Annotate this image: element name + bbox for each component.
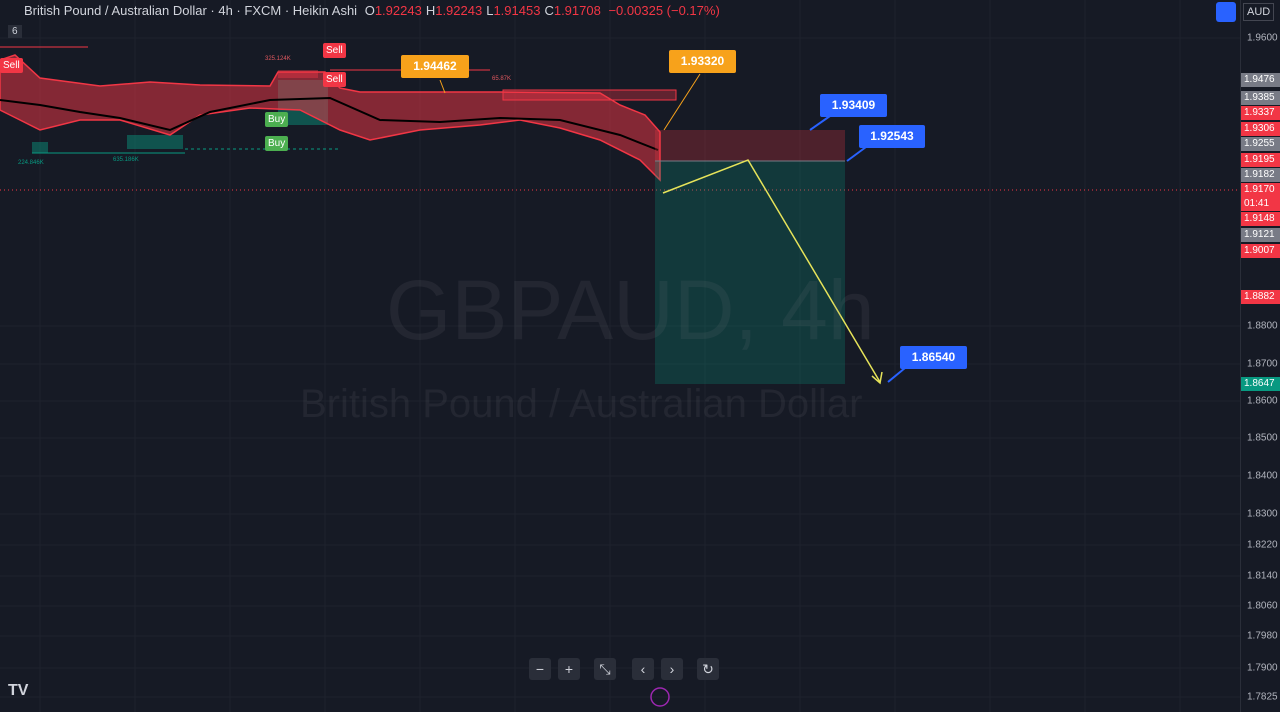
- price-label: 1.8500: [1247, 432, 1278, 444]
- price-badge: 1.9182: [1241, 168, 1280, 182]
- price-label: 1.8700: [1247, 358, 1278, 370]
- flash-icon[interactable]: [650, 687, 670, 707]
- price-label: 1.8220: [1247, 539, 1278, 551]
- reset-view[interactable]: ↻: [697, 658, 719, 680]
- price-badge: 1.9255: [1241, 137, 1280, 151]
- price-badge: 1.9195: [1241, 153, 1280, 167]
- volume-label: 224.846K: [18, 160, 44, 166]
- price-badge: 1.8647: [1241, 377, 1280, 391]
- price-badge: 1.9007: [1241, 244, 1280, 258]
- symbol[interactable]: British Pound / Australian Dollar · 4h ·…: [24, 3, 358, 18]
- price-badge: 1.9476: [1241, 73, 1280, 87]
- zone: [127, 135, 183, 149]
- ohlc-value: 1.92243: [374, 3, 422, 18]
- target-zone: [655, 161, 845, 384]
- ohlc-key: H: [425, 3, 436, 18]
- arrow-head: [871, 371, 883, 385]
- ohlc-value: 1.91453: [493, 3, 541, 18]
- price-badge: 1.9121: [1241, 228, 1280, 242]
- signal-label: Sell: [323, 72, 346, 87]
- price-label: 1.8400: [1247, 470, 1278, 482]
- trend-cloud: [0, 54, 661, 182]
- signal-label: Sell: [323, 43, 346, 58]
- auto-button[interactable]: [1216, 2, 1236, 22]
- price-callout: 1.92543: [859, 125, 925, 148]
- watermark-ticker: GBPAUD, 4h: [386, 263, 875, 357]
- price-badge: 1.9148: [1241, 212, 1280, 226]
- price-callout: 1.86540: [900, 346, 967, 369]
- price-badge: 1.9385: [1241, 91, 1280, 105]
- price-badge: 1.8882: [1241, 290, 1280, 304]
- stop-zone: [655, 130, 845, 161]
- price-label: 1.8140: [1247, 570, 1278, 582]
- signal-label: Buy: [265, 136, 289, 151]
- price-label: 1.8600: [1247, 395, 1278, 407]
- callout-leader: [846, 146, 867, 162]
- ohlc-value: 1.92243: [435, 3, 483, 18]
- zoom-out[interactable]: −: [529, 658, 551, 680]
- callout-leader: [439, 79, 446, 94]
- zone: [32, 142, 48, 153]
- price-badge: 01:41: [1241, 197, 1280, 211]
- price-label: 1.7825: [1247, 691, 1278, 703]
- price-label: 1.7900: [1247, 662, 1278, 674]
- watermark-name: British Pound / Australian Dollar: [300, 382, 863, 426]
- ohlc-key: C: [544, 3, 554, 18]
- price-badge: 1.9337: [1241, 106, 1280, 120]
- volume-label: 65.87K: [492, 76, 512, 82]
- ohlc-key: O: [364, 3, 375, 18]
- symbol-header: British Pound / Australian Dollar · 4h ·…: [24, 3, 720, 18]
- change: −0.00325 (−0.17%): [608, 3, 720, 18]
- signal-label: Buy: [265, 112, 289, 127]
- scroll-left[interactable]: ‹: [632, 658, 654, 680]
- reset-zoom[interactable]: ⤡: [594, 658, 616, 680]
- volume-label: 325.124K: [265, 56, 291, 62]
- price-label: 1.9600: [1247, 32, 1278, 44]
- callout-leader: [809, 115, 831, 131]
- price-label: 1.8060: [1247, 600, 1278, 612]
- price-label: 1.7980: [1247, 630, 1278, 642]
- signal-label: Sell: [0, 58, 23, 73]
- price-label: 1.8800: [1247, 320, 1278, 332]
- ohlc-key: L: [486, 3, 494, 18]
- chart-canvas: TV: [0, 46, 1240, 707]
- currency[interactable]: AUD: [1243, 3, 1275, 21]
- zoom-in[interactable]: +: [558, 658, 580, 680]
- price-callout: 1.94462: [401, 55, 469, 78]
- projection-path: [662, 159, 881, 383]
- volume-label: 635.186K: [113, 157, 139, 163]
- ohlc: O1.92243 H1.92243 L1.91453 C1.91708: [361, 3, 601, 18]
- callout-leader: [663, 73, 701, 131]
- logo: TV: [8, 682, 29, 699]
- price-badge: 1.9306: [1241, 122, 1280, 136]
- price-callout: 1.93320: [669, 50, 736, 73]
- ohlc-value: 1.91708: [553, 3, 601, 18]
- trend-line: [0, 96, 659, 151]
- price-callout: 1.93409: [820, 94, 887, 117]
- price-badge: 1.9170: [1241, 183, 1280, 197]
- price-label: 1.8300: [1247, 508, 1278, 520]
- callout-leader: [887, 367, 906, 383]
- scroll-right[interactable]: ›: [661, 658, 683, 680]
- indicator-count[interactable]: 6: [8, 25, 22, 38]
